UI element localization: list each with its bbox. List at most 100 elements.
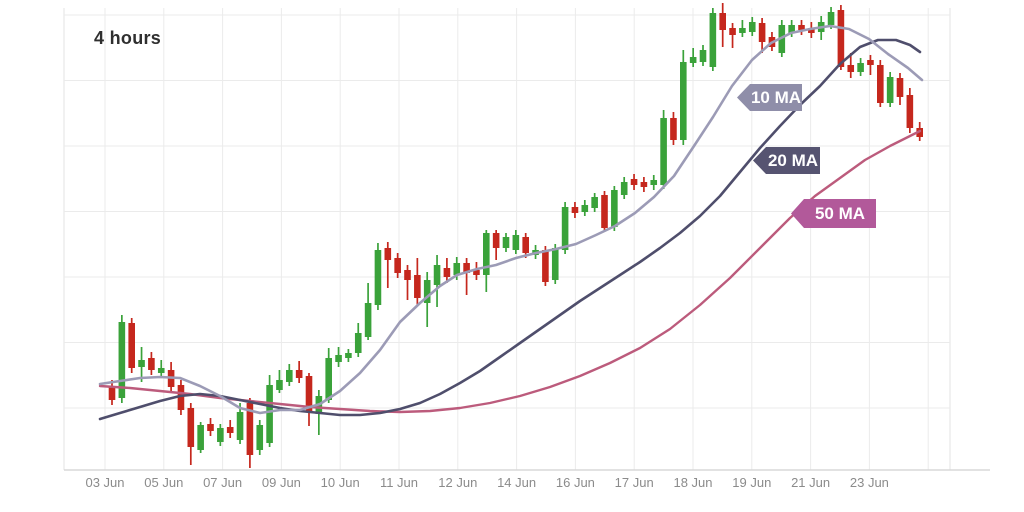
candle-bearish [670, 112, 677, 145]
candle-bullish [788, 20, 795, 37]
candle-body [335, 355, 342, 362]
candle-bearish [226, 420, 234, 438]
candle-body [266, 385, 273, 443]
x-axis-tick-label: 12 Jun [438, 475, 477, 490]
candle-bearish [207, 418, 214, 436]
x-axis-tick-label: 18 Jun [673, 475, 712, 490]
candle-bullish [739, 20, 746, 37]
candle-body [581, 205, 589, 212]
x-axis-tick-label: 11 Jun [380, 475, 418, 490]
candle-body [364, 303, 372, 337]
x-axis-tick-label: 10 Jun [321, 475, 360, 490]
candle-body [492, 233, 500, 248]
candle-bearish [522, 233, 529, 258]
ma-10-line [98, 24, 924, 415]
candle-body [187, 408, 195, 447]
candle-bearish [414, 258, 421, 305]
candle-bearish [758, 18, 766, 53]
candle-bearish [867, 55, 874, 75]
candle-bullish [551, 244, 559, 284]
candle-bearish [729, 23, 736, 48]
candle-body [601, 195, 608, 228]
candle-bullish [236, 403, 244, 444]
candle-bullish [748, 17, 756, 36]
candle-bullish [433, 255, 441, 307]
candle-body [916, 128, 923, 137]
x-axis-labels: 03 Jun 05 Jun 07 Jun 09 Jun 10 Jun 11 Jun 12 J… [85, 475, 888, 490]
candle-bullish [157, 360, 165, 377]
candle-body [286, 370, 293, 382]
candle-bullish [345, 349, 352, 362]
candle-bullish [857, 58, 864, 76]
candle-body [128, 323, 135, 368]
candle-bearish [394, 253, 401, 278]
candle-body [226, 427, 234, 433]
candle-wick [465, 258, 468, 295]
candle-bearish [837, 5, 845, 70]
candle-wick [386, 242, 389, 288]
candle-body [522, 237, 529, 253]
candle-bullish [483, 230, 490, 292]
candle-body [325, 358, 332, 400]
x-axis-tick-label: 21 Jun [791, 475, 830, 490]
x-axis-tick-label: 14 Jun [497, 475, 536, 490]
candle-body [620, 182, 628, 195]
candle-body [443, 268, 451, 277]
candle-body [748, 22, 756, 32]
candle-bullish [512, 230, 520, 254]
x-axis-tick-label: 03 Jun [85, 475, 124, 490]
candle-bearish [187, 403, 195, 465]
candle-body [709, 13, 717, 67]
candle-bearish [246, 398, 254, 468]
candle-body [867, 60, 874, 65]
candle-bullish [502, 233, 510, 252]
candle-body [798, 25, 805, 30]
candle-body [236, 412, 244, 440]
candle-bullish [650, 175, 658, 190]
candle-bearish [630, 174, 638, 190]
candle-bullish [660, 110, 667, 189]
candle-body [305, 376, 313, 412]
candle-bullish [827, 7, 835, 29]
grid-layer [63, 8, 990, 471]
candle-body [571, 207, 579, 213]
x-axis-tick-label: 17 Jun [615, 475, 654, 490]
ma-50-label-text: 50 MA [814, 203, 866, 223]
candle-bullish [886, 72, 894, 107]
candle-body [463, 263, 470, 273]
candle-body [719, 13, 726, 30]
candle-bullish [591, 193, 598, 212]
candle-bullish [709, 8, 717, 71]
candle-bullish [364, 283, 372, 340]
candle-body [837, 10, 845, 67]
candle-wick [731, 23, 734, 48]
candle-bearish [492, 230, 500, 260]
candle-body [138, 360, 145, 367]
candle-bullish [699, 45, 707, 66]
candle-bullish [423, 272, 431, 327]
candle-body [561, 207, 569, 250]
candle-body [502, 237, 510, 248]
candle-body [276, 380, 283, 390]
candle-bullish [276, 370, 283, 393]
ma-10-label-text: 10 MA [750, 87, 802, 107]
candle-bearish [877, 60, 884, 107]
timeframe-title: 4 hours [94, 28, 162, 48]
candle-body [512, 235, 520, 250]
candle-bearish [896, 73, 904, 105]
candle-body [374, 250, 382, 305]
candle-body [689, 57, 697, 63]
candle-body [758, 23, 766, 42]
candle-bullish [354, 323, 362, 357]
candle-bullish [118, 315, 126, 403]
candle-body [256, 425, 264, 450]
candle-body [906, 95, 914, 128]
candle-body [157, 368, 165, 373]
ma-50-label-tag: 50 MA [791, 199, 876, 228]
candle-bullish [374, 243, 382, 310]
candle-body [670, 118, 677, 140]
x-axis-tick-label: 23 Jun [850, 475, 889, 490]
candle-body [177, 385, 185, 410]
